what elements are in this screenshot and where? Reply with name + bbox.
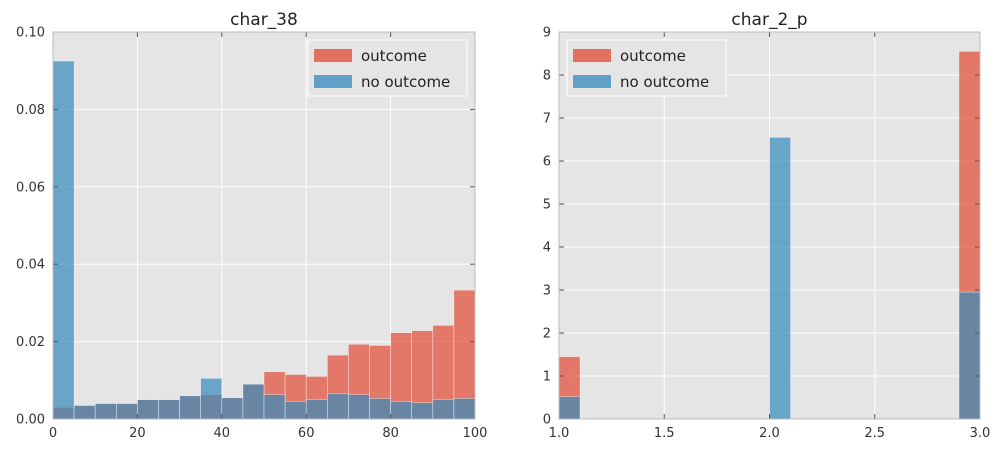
bar-no-outcome (958, 291, 981, 420)
bar-no-outcome (94, 403, 117, 420)
bar-no-outcome (242, 383, 265, 420)
y-tick-label: 0 (543, 413, 551, 428)
bar-no-outcome (200, 378, 223, 420)
legend-swatch-no-outcome (573, 75, 611, 88)
y-tick-label: 5 (543, 198, 551, 213)
bar-no-outcome (411, 402, 434, 420)
legend-label-no-outcome: no outcome (361, 73, 450, 91)
x-tick-label: 60 (298, 426, 315, 441)
bar-no-outcome (453, 398, 476, 420)
y-tick-label: 3 (543, 284, 551, 299)
bar-no-outcome (73, 405, 96, 420)
y-tick-label: 9 (543, 26, 551, 41)
legend-label-no-outcome: no outcome (620, 73, 709, 91)
y-tick-label: 0.06 (16, 180, 45, 195)
x-tick-label: 0 (49, 426, 57, 441)
y-tick-label: 0.00 (16, 413, 45, 428)
bar-no-outcome (769, 137, 791, 420)
bar-no-outcome (179, 395, 202, 420)
x-tick-label: 2.0 (759, 426, 780, 441)
bar-no-outcome (305, 399, 328, 420)
x-tick-label: 1.0 (549, 426, 570, 441)
bar-no-outcome (263, 394, 286, 420)
y-tick-label: 0.08 (16, 103, 45, 118)
x-tick-label: 80 (382, 426, 399, 441)
bar-no-outcome (52, 60, 75, 420)
x-tick-label: 1.5 (654, 426, 675, 441)
x-tick-label: 2.5 (864, 426, 885, 441)
bar-no-outcome (137, 399, 159, 420)
legend-label-outcome: outcome (361, 47, 427, 65)
bar-no-outcome (558, 396, 581, 420)
chart-title: char_2_p (731, 10, 807, 30)
legend-swatch-outcome (314, 49, 352, 62)
y-tick-label: 6 (543, 155, 551, 170)
bar-no-outcome (432, 399, 455, 420)
y-tick-label: 4 (543, 241, 551, 256)
y-tick-label: 7 (543, 112, 551, 127)
y-tick-label: 0.04 (16, 258, 45, 273)
panel-char-2-p: 1.0 1.5 2.0 2.5 3.00123456789char_2_poutcome… (543, 10, 991, 441)
legend: outcome no outcome (566, 39, 727, 97)
legend: outcome no outcome (307, 39, 468, 97)
y-tick-label: 0.10 (16, 26, 45, 41)
y-tick-label: 0.02 (16, 335, 45, 350)
bar-no-outcome (326, 393, 349, 420)
bar-no-outcome (284, 401, 307, 420)
x-tick-label: 40 (214, 426, 231, 441)
plot-frame (558, 31, 981, 420)
bar-no-outcome (116, 403, 138, 420)
y-tick-label: 1 (543, 370, 551, 385)
bar-no-outcome (369, 398, 391, 420)
bar-no-outcome (348, 394, 370, 420)
legend-label-outcome: outcome (620, 47, 686, 65)
plot-frame (52, 31, 476, 420)
bar-no-outcome (158, 399, 180, 420)
legend-swatch-no-outcome (314, 75, 352, 88)
y-tick-label: 2 (543, 327, 551, 342)
legend-swatch-outcome (573, 49, 611, 62)
y-tick-label: 8 (543, 69, 551, 84)
panel-char-38: 0 20 40 60 80 100 0.00 0.02 0.04 0.06 0.08 0.10 char… (16, 10, 487, 441)
bar-no-outcome (390, 401, 413, 420)
bar-no-outcome (221, 397, 244, 420)
chart-title: char_38 (230, 10, 298, 30)
x-tick-label: 3.0 (970, 426, 991, 441)
x-tick-label: 20 (129, 426, 146, 441)
x-tick-label: 100 (463, 426, 488, 441)
